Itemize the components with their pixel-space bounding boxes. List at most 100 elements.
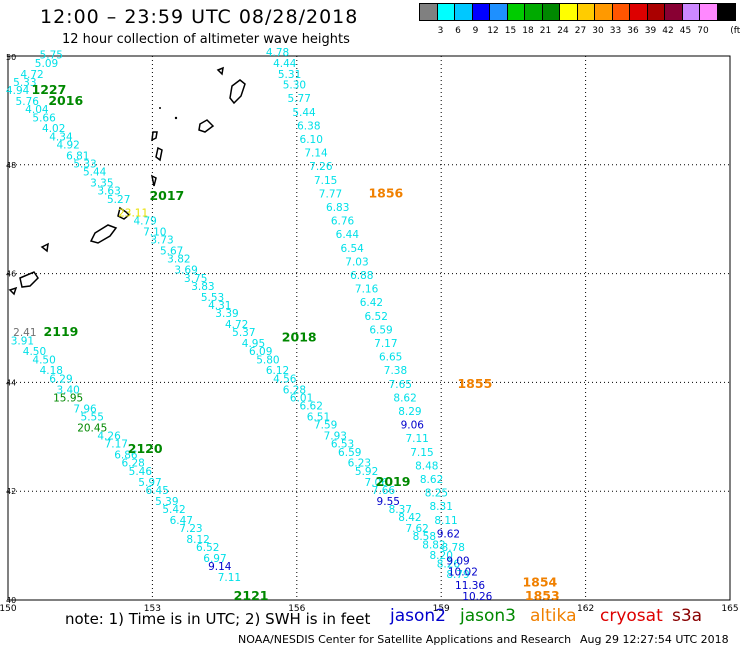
wave-height-reading: 5.44 [292,107,316,119]
wave-height-reading: 6.44 [336,229,360,241]
wave-height-reading: 7.06 [365,477,389,489]
pass-time-label: 1227 [32,82,67,97]
scale-swatch [576,3,596,21]
wave-height-reading: 5.30 [283,80,306,92]
pass-time-label: 2019 [376,474,411,489]
lon-label: 150 [0,604,17,614]
wave-height-reading: 5.39 [155,496,178,508]
wave-height-reading: 8.20 [430,550,453,562]
pass-time-label: 2018 [282,330,317,345]
wave-height-reading: 5.27 [107,194,130,206]
islet [159,107,161,109]
scale-label: 39 [644,26,657,36]
wave-height-reading: 7.11 [218,572,241,584]
wave-height-reading: 4.34 [49,131,73,143]
island-outline [151,131,158,142]
wave-height-reading: 8.42 [398,512,421,524]
wave-height-reading: 4.50 [32,354,55,366]
wave-height-reading: 6.52 [365,311,388,323]
wave-height-reading: 5.42 [162,504,185,516]
islet [174,116,178,120]
wave-height-reading: 3.35 [90,178,113,190]
wave-height-reading: 6.62 [300,401,323,413]
wave-height-reading: 6.47 [170,515,193,527]
wave-height-reading: 23.11 [118,207,148,219]
island-outline [155,146,163,162]
wave-height-reading: 8.62 [420,474,443,486]
wave-height-reading: 6.53 [331,439,354,451]
scale-label: 42 [662,26,674,36]
wave-height-reading: 5.92 [355,466,378,478]
lat-label: 48 [6,161,16,170]
mission-s3a: s3a [672,606,703,626]
scale-swatch [506,3,526,21]
wave-height-reading: 5.46 [129,466,153,478]
wave-height-reading: 8.29 [398,406,421,418]
wave-height-reading: 3.40 [56,384,79,396]
lon-label: 153 [144,604,161,614]
wave-height-reading: 6.38 [297,120,320,132]
wave-height-reading: 5.33 [13,77,36,89]
wave-height-reading: 5.09 [35,58,58,70]
wave-height-reading: 11.36 [455,580,485,592]
lat-label: 46 [6,270,16,279]
scale-swatch [664,3,684,21]
wave-height-reading: 5.67 [160,246,183,258]
chart-title: 12:00 – 23:59 UTC 08/28/2018 [40,6,359,28]
scale-swatch [594,3,614,21]
wave-height-reading: 4.26 [97,431,121,443]
wave-height-reading: 2.41 [13,327,36,339]
wave-height-reading: 10.02 [448,567,478,579]
wave-height-reading: 4.44 [273,58,297,70]
pass-time-label: 2016 [48,93,83,108]
island-outline [19,271,39,288]
wave-height-reading: 5.53 [201,292,224,304]
generation-timestamp: Aug 29 12:27:54 UTC 2018 [580,633,729,646]
wave-height-reading: 7.17 [374,338,397,350]
pass-time-label: 2120 [128,441,163,456]
pass-time-label: 1853 [525,588,560,603]
wave-height-reading: 3.75 [184,273,207,285]
wave-height-reading: 7.65 [389,379,412,391]
wave-height-reading: 15.95 [53,392,83,404]
wave-height-reading: 7.03 [345,256,368,268]
wave-height-reading: 8.82 [422,539,445,551]
wave-height-reading: 4.92 [56,139,79,151]
wave-height-reading: 10.26 [462,591,492,603]
wave-height-reading: 7.26 [309,161,333,173]
map-frame [7,55,731,601]
wave-height-reading: 5.66 [32,112,56,124]
scale-label: 12 [487,26,499,36]
wave-height-reading: 6.97 [203,553,226,565]
wave-height-reading: 5.75 [40,50,63,62]
wave-height-reading: 9.09 [446,556,469,568]
wave-height-reading: 6.88 [350,270,373,282]
island-outline [117,206,131,220]
wave-height-reading: 4.56 [273,373,297,385]
wave-height-reading: 4.18 [40,365,63,377]
scale-label: 21 [539,26,552,36]
wave-height-reading: 4.02 [42,123,65,135]
wave-height-reading: 5.76 [16,96,40,108]
wave-height-reading: 4.94 [6,85,30,97]
island-outline [150,174,157,187]
scale-swatch [699,3,719,21]
chart-subtitle: 12 hour collection of altimeter wave hei… [62,32,350,47]
scale-label: 6 [455,26,461,36]
scale-label: 18 [522,26,534,36]
wave-height-reading: 20.45 [77,422,107,434]
scale-swatch [436,3,456,21]
wave-height-reading: 7.14 [304,148,328,160]
wave-height-reading: 6.65 [379,352,402,364]
wave-height-reading: 7.16 [355,284,379,296]
wave-height-reading: 7.10 [143,227,166,239]
wave-height-reading: 4.72 [20,69,43,81]
wave-height-reading: 6.45 [146,485,169,497]
wave-height-reading: 9.62 [437,528,460,540]
scale-swatch [419,3,439,21]
wave-height-reading: 6.23 [348,458,371,470]
wave-height-reading: 8.25 [425,488,448,500]
wave-height-reading: 7.11 [405,433,428,445]
island-outline [216,66,224,76]
